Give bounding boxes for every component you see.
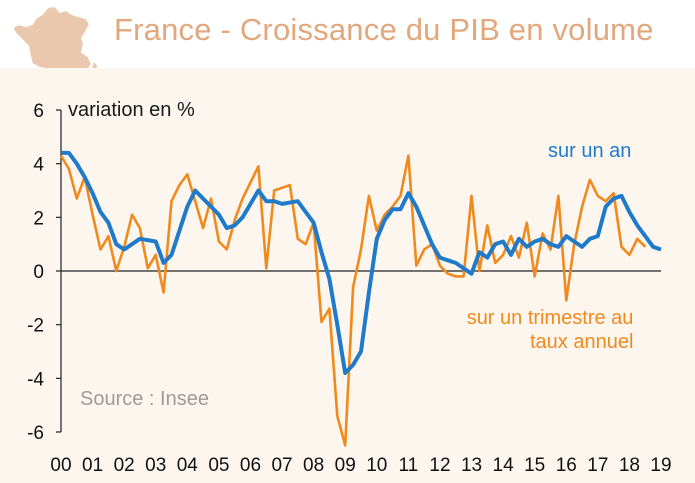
x-tick-label: 02 [114, 455, 135, 476]
series-quarterly-label-line1: sur un trimestre au [466, 307, 634, 329]
x-tick-label: 12 [429, 455, 450, 476]
y-tick-label: -4 [27, 369, 44, 390]
x-tick-label: 00 [50, 455, 71, 476]
x-tick-label: 19 [650, 455, 671, 476]
chart-title: France - Croissance du PIB en volume [114, 12, 654, 47]
x-tick-label: 01 [82, 455, 103, 476]
series-annual-label: sur un an [548, 140, 632, 162]
x-tick-label: 18 [619, 455, 640, 476]
x-tick-label: 10 [366, 455, 387, 476]
x-tick-label: 09 [335, 455, 356, 476]
source-note: Source : Insee [80, 388, 209, 410]
series-quarterly-label: sur un trimestre au taux annuel [444, 306, 634, 354]
x-tick-label: 17 [587, 455, 608, 476]
y-tick-label: -2 [27, 316, 44, 337]
x-tick-label: 04 [177, 455, 199, 476]
series-quarterly-label-line2: taux annuel [530, 331, 634, 353]
y-tick-label: 6 [33, 101, 44, 122]
x-tick-label: 07 [271, 455, 292, 476]
x-tick-label: 08 [303, 455, 324, 476]
y-axis-label: variation en % [68, 99, 195, 121]
y-tick-label: 2 [33, 208, 44, 229]
x-tick-label: 06 [240, 455, 261, 476]
x-tick-label: 14 [493, 455, 515, 476]
series-annual-line [61, 150, 662, 375]
x-tick-label: 03 [145, 455, 166, 476]
y-tick-label: -6 [27, 423, 44, 444]
x-tick-label: 13 [461, 455, 482, 476]
y-axis: 6 4 2 0 -2 -4 -6 [27, 101, 61, 444]
x-tick-label: 05 [208, 455, 229, 476]
header [0, 0, 695, 68]
x-axis: 00 01 02 03 04 05 06 07 08 09 10 11 12 13 14 15 16 17 18 19 [50, 455, 671, 476]
x-tick-label: 16 [556, 455, 577, 476]
y-tick-label: 0 [33, 262, 44, 283]
x-tick-label: 11 [399, 455, 419, 476]
y-tick-label: 4 [33, 155, 44, 176]
x-tick-label: 15 [524, 455, 545, 476]
